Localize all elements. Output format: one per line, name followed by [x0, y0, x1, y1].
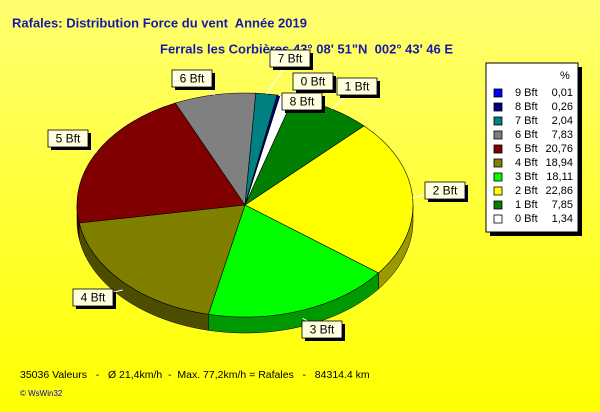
slice-labels: 0 Bft 1 Bft 2 Bft 3 Bft 4 Bft 5 Bft 6 Bft 7 Bft… — [47, 49, 468, 341]
slice-label: 1 Bft — [345, 80, 370, 94]
label-box — [336, 77, 378, 96]
legend-label: 2 Bft — [515, 185, 538, 197]
legend-value: 7,85 — [552, 199, 573, 211]
legend-swatch — [493, 88, 503, 98]
legend-label: 6 Bft — [515, 129, 538, 141]
legend-swatch — [493, 172, 503, 182]
legend-value: 0,26 — [552, 101, 573, 113]
legend-value: 0,01 — [552, 87, 573, 99]
legend-swatch — [493, 116, 503, 126]
legend-value: 1,34 — [552, 213, 573, 225]
chart-subtitle: Ferrals les Corbières 43° 08' 51"N 002° … — [160, 41, 453, 56]
credit: © WsWin32 — [20, 389, 63, 398]
legend-swatch — [493, 200, 503, 210]
legend-label: 5 Bft — [515, 143, 538, 155]
legend-label: 0 Bft — [515, 213, 538, 225]
slice-label: 5 Bft — [56, 132, 81, 146]
legend-swatch — [493, 102, 503, 112]
slice-label: 3 Bft — [310, 323, 335, 337]
slice-label: 7 Bft — [278, 52, 303, 66]
legend-value: 2,04 — [552, 115, 573, 127]
label-box — [72, 288, 114, 307]
label-box — [281, 92, 323, 111]
slice-label: 4 Bft — [81, 291, 106, 305]
legend: 9 Bft 0,01 8 Bft 0,26 7 Bft 2,04 6 Bft 7,83 5 Bf… — [493, 87, 573, 225]
slice — [78, 204, 246, 315]
legend-label: 9 Bft — [515, 87, 538, 99]
legend-label: 4 Bft — [515, 157, 538, 169]
label-box — [47, 129, 89, 148]
slice — [208, 204, 380, 318]
legend-value: 22,86 — [545, 185, 573, 197]
legend-value: 18,11 — [546, 171, 573, 183]
legend-header: % — [560, 70, 570, 82]
label-box — [424, 181, 466, 200]
legend-swatch — [493, 130, 503, 140]
legend-value: 18,94 — [545, 157, 573, 169]
slice-label: 0 Bft — [301, 75, 326, 89]
footer: 35036 Valeurs - Ø 21,4km/h - Max. 77,2km… — [20, 369, 370, 381]
pie — [76, 92, 414, 334]
legend-label: 8 Bft — [515, 101, 538, 113]
legend-label: 7 Bft — [515, 115, 538, 127]
chart-title: Rafales: Distribution Force du vent Anné… — [12, 15, 307, 30]
legend-swatch — [493, 186, 503, 196]
label-box — [171, 69, 213, 88]
slice-label: 2 Bft — [433, 184, 458, 198]
legend-label: 3 Bft — [515, 171, 538, 183]
slice-label: 8 Bft — [290, 95, 315, 109]
legend-swatch — [493, 214, 503, 224]
label-box — [269, 49, 311, 68]
legend-value: 7,83 — [552, 129, 573, 141]
legend-swatch — [493, 144, 503, 154]
legend-value: 20,76 — [545, 143, 573, 155]
label-box — [301, 320, 343, 339]
legend-label: 1 Bft — [515, 199, 538, 211]
label-box — [292, 72, 334, 91]
slice — [76, 102, 246, 224]
slice-label: 6 Bft — [180, 72, 205, 86]
legend-swatch — [493, 158, 503, 168]
slice — [244, 125, 414, 274]
